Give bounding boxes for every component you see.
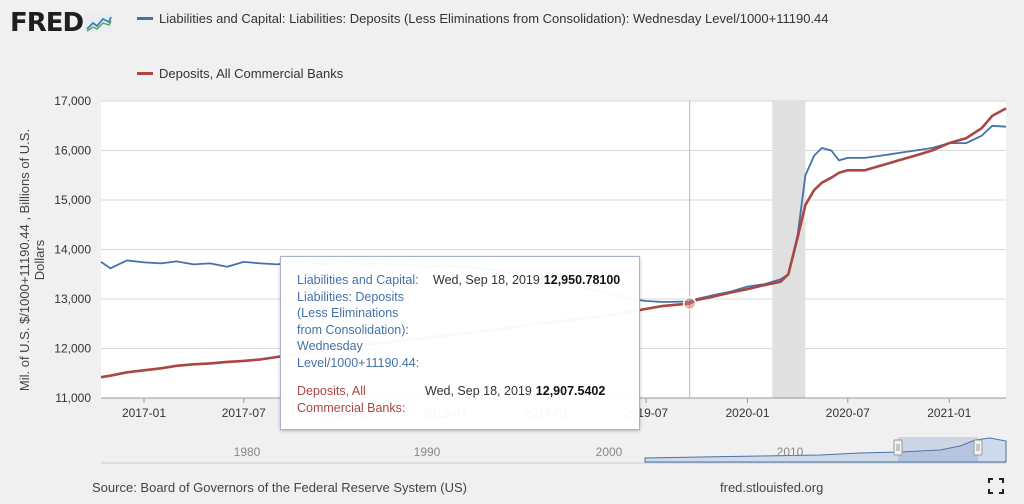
legend-item-red[interactable]: Deposits, All Commercial Banks — [137, 66, 343, 81]
recession-band — [772, 101, 806, 398]
tooltip-name-line: Commercial Banks: — [297, 400, 406, 415]
legend-item-blue[interactable]: Liabilities and Capital: Liabilities: De… — [137, 11, 829, 26]
fullscreen-icon[interactable] — [988, 478, 1004, 494]
tooltip-name-blue: Liabilities and Capital: Liabilities: De… — [297, 272, 427, 371]
fred-chart-icon — [85, 13, 114, 33]
tooltip-name-line: Level/1000+11190.44: — [297, 355, 420, 370]
y-tick-label: 16,000 — [54, 144, 91, 158]
y-axis-label: Mil. of U.S. $/1000+11190.44 , Billions … — [17, 128, 47, 392]
hover-marker — [682, 296, 697, 311]
tooltip-name-red: Deposits, All Commercial Banks: — [297, 383, 417, 416]
source-note: Source: Board of Governors of the Federa… — [92, 480, 467, 495]
legend-swatch-blue — [137, 17, 153, 20]
y-tick-label: 11,000 — [55, 391, 91, 405]
tooltip-name-line: from Consolidation): — [297, 322, 409, 337]
y-tick-label: 12,000 — [54, 342, 91, 356]
navigator-handle-left[interactable] — [893, 439, 903, 456]
navigator-label-1980: 1980 — [234, 445, 261, 459]
tooltip-name-line: Liabilities: Deposits — [297, 289, 404, 304]
tooltip-row-blue: Liabilities and Capital: Liabilities: De… — [297, 272, 620, 371]
navigator[interactable]: 1980 1990 2000 2010 — [101, 437, 1007, 464]
tooltip-row-red: Deposits, All Commercial Banks: Wed, Sep… — [297, 383, 605, 416]
tooltip-value-red: 12,907.5402 — [535, 384, 606, 398]
logo-text: FRED — [10, 8, 84, 38]
x-tick-label: 2020-01 — [725, 406, 769, 420]
x-tick-label: 2021-01 — [927, 406, 971, 420]
fred-url-link[interactable]: fred.stlouisfed.org — [720, 480, 824, 495]
chart-header: FRED Liabilities and Capital: Liabilitie… — [0, 0, 1024, 92]
y-tick-label: 13,000 — [54, 292, 91, 306]
navigator-handle-right[interactable] — [973, 439, 983, 456]
legend-label-red: Deposits, All Commercial Banks — [159, 66, 344, 81]
legend-label-blue: Liabilities and Capital: Liabilities: De… — [159, 11, 829, 26]
tooltip-name-line: Wednesday — [297, 339, 363, 353]
tooltip: Liabilities and Capital: Liabilities: De… — [280, 256, 640, 430]
navigator-label-2000: 2000 — [596, 445, 623, 459]
tooltip-name-line: Deposits, All — [297, 384, 366, 398]
navigator-selection[interactable] — [898, 437, 978, 463]
legend-swatch-red — [137, 72, 153, 75]
fred-logo[interactable]: FRED — [10, 8, 114, 38]
tooltip-date-blue: Wed, Sep 18, 2019 — [433, 273, 540, 287]
tooltip-value-blue: 12,950.78100 — [543, 273, 621, 287]
tooltip-date-red: Wed, Sep 18, 2019 — [425, 384, 532, 398]
tooltip-name-line: (Less Eliminations — [297, 306, 399, 320]
y-axis-ticks: 11,000 12,000 13,000 14,000 15,000 16,000 17,0… — [54, 94, 91, 405]
y-tick-label: 17,000 — [54, 94, 91, 108]
y-tick-label: 14,000 — [54, 243, 91, 257]
navigator-label-1990: 1990 — [414, 445, 441, 459]
x-tick-label: 2017-01 — [122, 406, 166, 420]
navigator-label-2010: 2010 — [777, 445, 804, 459]
tooltip-name-line: Liabilities and Capital: — [297, 273, 419, 287]
recession-shading — [772, 101, 806, 398]
y-tick-label: 15,000 — [54, 193, 91, 207]
x-tick-label: 2020-07 — [826, 406, 870, 420]
navigator-series-area — [644, 437, 1007, 463]
x-tick-label: 2017-07 — [222, 406, 266, 420]
